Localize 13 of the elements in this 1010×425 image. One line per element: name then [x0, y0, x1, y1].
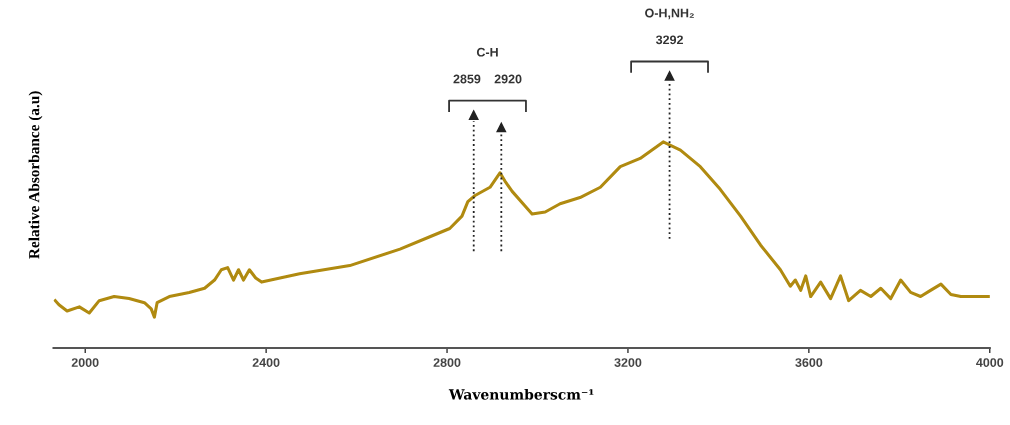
x-tick-label: 2800	[433, 358, 461, 367]
text: O-H,NH₂	[645, 8, 694, 20]
x-tick-label: 2000	[71, 358, 99, 367]
y-axis-title: Relative Absorbance (a.u)	[28, 91, 43, 259]
x-axis-title: Wavenumberscm⁻¹	[448, 388, 594, 400]
text: 2920	[494, 74, 522, 84]
x-tick-label: 2400	[252, 358, 280, 367]
x-tick-label: 3600	[795, 358, 823, 367]
text: 3292	[655, 35, 683, 45]
text: 2859	[453, 74, 481, 84]
x-tick-label: 3200	[614, 358, 642, 367]
text: C-H	[476, 47, 498, 57]
x-tick-label: 4000	[976, 358, 1004, 367]
